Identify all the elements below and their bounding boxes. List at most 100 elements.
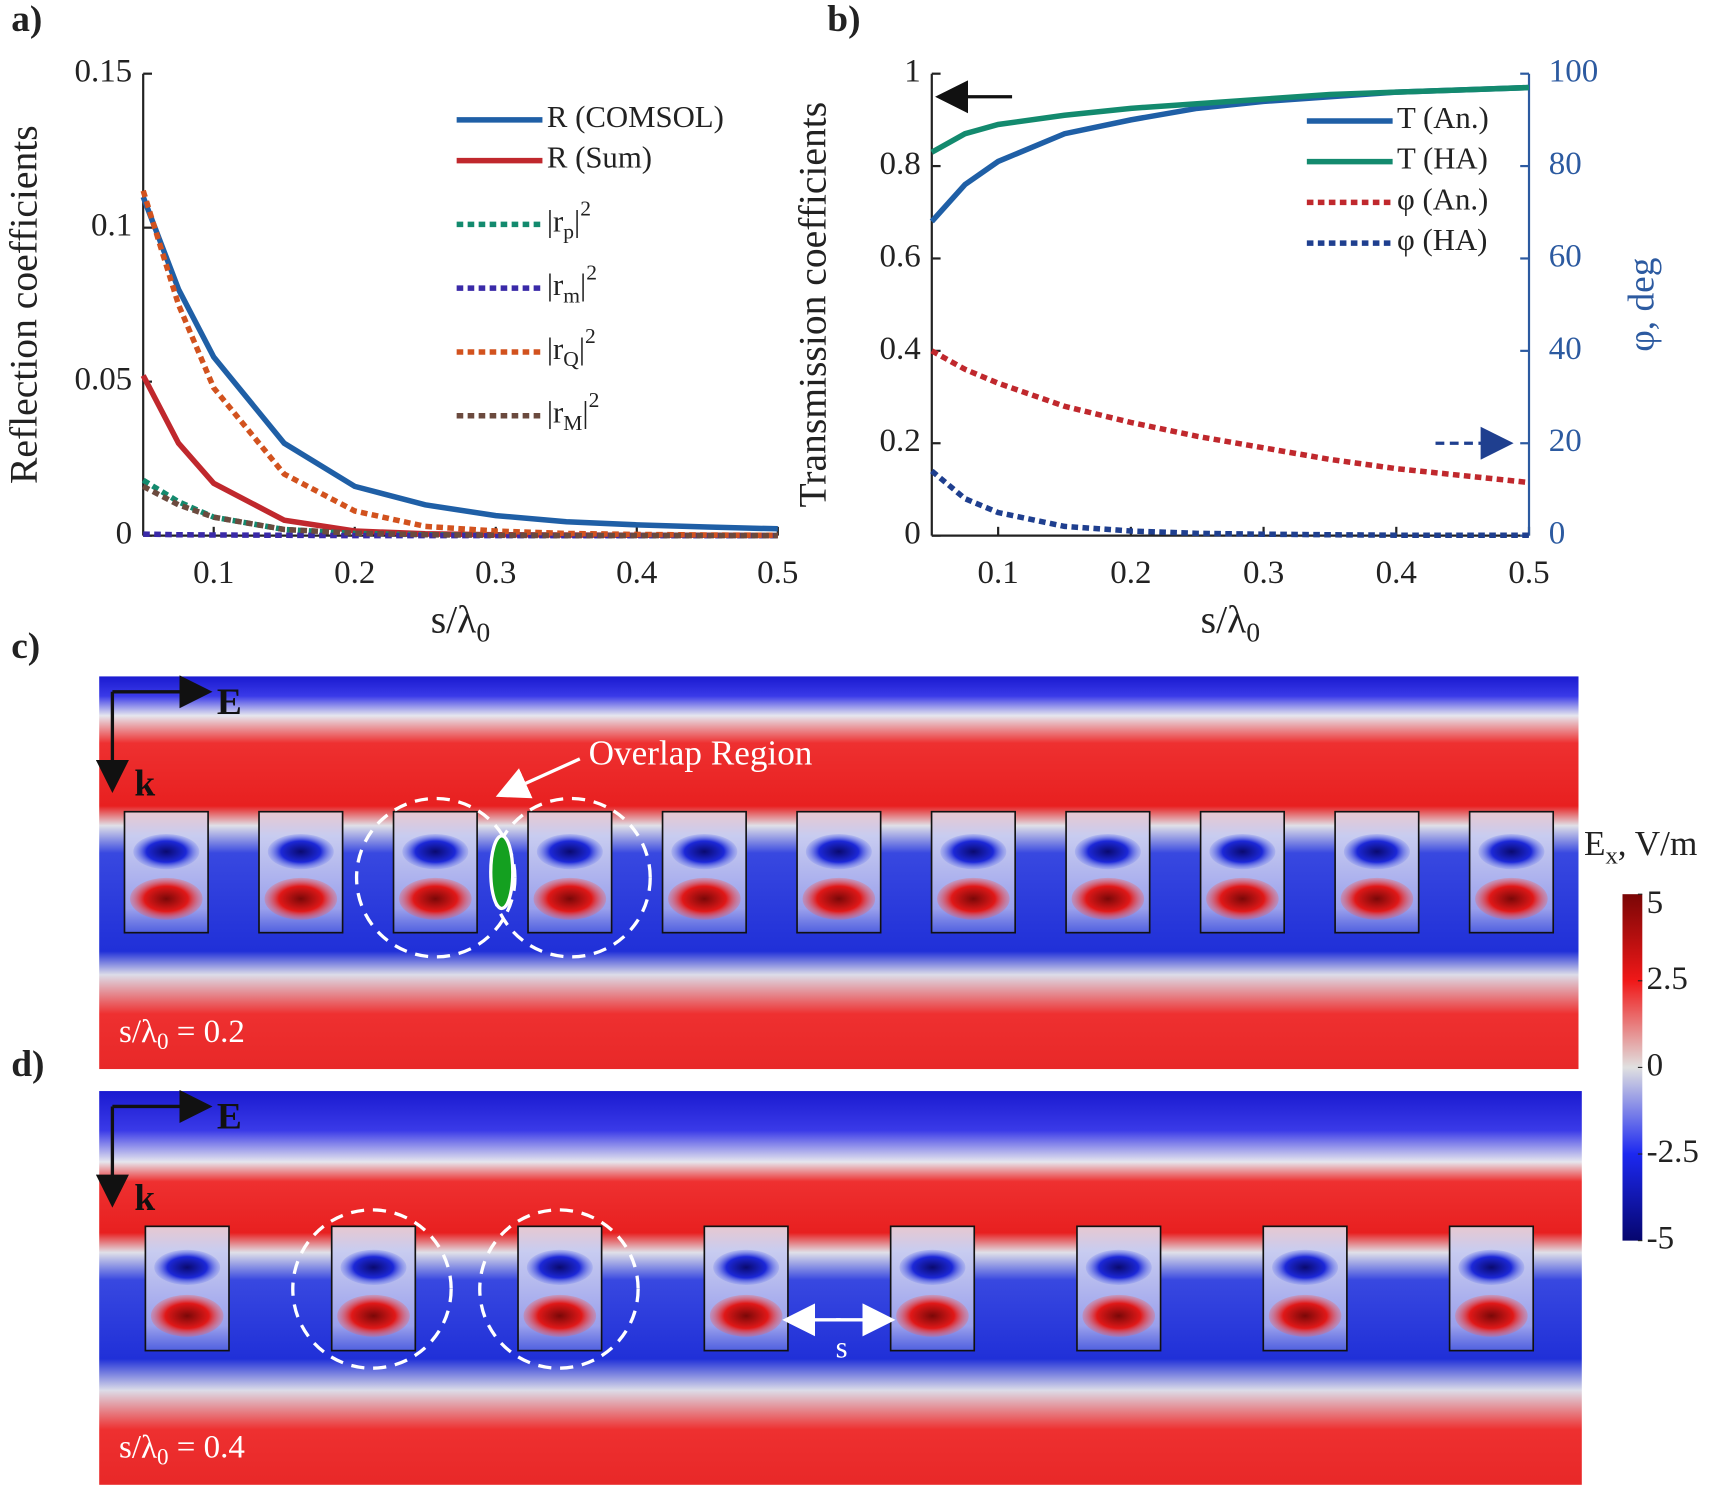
x-tick-label: 0.5 — [757, 555, 798, 591]
field-node — [896, 1294, 969, 1337]
series-line — [140, 189, 778, 539]
y-tick-label: 0.4 — [880, 330, 921, 366]
field-node — [1206, 877, 1279, 920]
x-axis-label: s/λ0 — [431, 598, 490, 648]
field-label: s/λ0 = 0.2 — [119, 1013, 245, 1054]
y-tick-label: 0.8 — [880, 146, 921, 182]
y-axis-label: Reflection coefficients — [2, 125, 46, 484]
field-label: s/λ0 = 0.4 — [119, 1429, 245, 1470]
colorbar-title: Ex, V/m — [1584, 824, 1697, 869]
x-tick-label: 0.2 — [1110, 555, 1151, 591]
k-label: k — [134, 763, 155, 804]
field-node — [1085, 1249, 1152, 1285]
y2-tick-label: 80 — [1549, 146, 1582, 182]
field-node — [671, 834, 738, 870]
field-node — [805, 834, 872, 870]
y-tick-label: 0.6 — [880, 238, 921, 274]
field-node — [1340, 877, 1414, 920]
colorbar-tick-label: 5 — [1647, 885, 1664, 921]
legend-label: |rm|2 — [547, 260, 597, 307]
field-node — [523, 1294, 597, 1337]
legend-label: |rQ|2 — [547, 324, 596, 371]
e-label: E — [217, 1096, 242, 1137]
field-node — [899, 1249, 966, 1285]
y-tick-label: 0.05 — [74, 361, 132, 397]
y-tick-label: 1 — [904, 53, 921, 89]
legend-label: R (Sum) — [547, 141, 652, 175]
y-tick-label: 0.2 — [880, 423, 921, 459]
field-node — [150, 1294, 224, 1337]
y-tick-label: 0.15 — [74, 53, 132, 89]
x-tick-label: 0.5 — [1508, 555, 1549, 591]
spacing-label: s — [836, 1331, 848, 1365]
field-node — [536, 834, 603, 870]
y-tick-label: 0 — [904, 515, 921, 551]
field-node — [668, 877, 741, 920]
field-node — [1272, 1249, 1339, 1285]
field-node — [402, 834, 469, 870]
field-node — [533, 877, 607, 920]
field-node — [709, 1294, 783, 1337]
x-tick-label: 0.1 — [978, 555, 1019, 591]
field-node — [940, 834, 1007, 870]
panel-label: d) — [11, 1043, 44, 1084]
field-node — [340, 1249, 407, 1285]
series-line — [141, 483, 778, 539]
y2-tick-label: 60 — [1549, 238, 1582, 274]
legend-label: T (An.) — [1397, 101, 1489, 135]
overlap — [489, 834, 515, 911]
field-node — [1475, 877, 1548, 920]
field-node — [1082, 1294, 1156, 1337]
legend-label: φ (HA) — [1397, 223, 1487, 257]
field-node — [399, 877, 472, 920]
field-node — [937, 877, 1010, 920]
field-node — [1458, 1249, 1525, 1285]
x-tick-label: 0.1 — [193, 555, 234, 591]
legend-label: φ (An.) — [1397, 182, 1488, 216]
colorbar-tick-label: -5 — [1647, 1220, 1674, 1256]
field-node — [713, 1249, 780, 1285]
y2-axis-label: φ, deg — [1621, 258, 1662, 352]
x-axis-label: s/λ0 — [1201, 598, 1260, 648]
field-node — [1268, 1294, 1342, 1337]
panel-label: c) — [11, 625, 40, 666]
field-node — [1071, 877, 1145, 920]
e-label: E — [217, 682, 242, 723]
y2-tick-label: 40 — [1549, 330, 1582, 366]
x-tick-label: 0.3 — [475, 555, 516, 591]
series-line — [140, 195, 778, 532]
legend-label: |rp|2 — [547, 196, 591, 243]
y-tick-label: 0.1 — [91, 207, 132, 243]
x-tick-label: 0.3 — [1243, 555, 1284, 591]
field-node — [802, 877, 876, 920]
field-node — [337, 1294, 410, 1337]
colorbar-tick-label: -2.5 — [1647, 1134, 1699, 1170]
colorbar — [1622, 894, 1643, 1241]
y2-tick-label: 100 — [1549, 53, 1598, 89]
legend-label: T (HA) — [1397, 142, 1488, 176]
legend-label: |rM|2 — [547, 388, 600, 435]
x-tick-label: 0.4 — [1376, 555, 1417, 591]
highlight — [478, 1208, 640, 1370]
y-axis-label: Transmission coefficients — [790, 102, 834, 508]
field-node — [264, 877, 338, 920]
highlight — [291, 1208, 453, 1370]
series-line — [930, 84, 1530, 155]
field-node — [1074, 834, 1141, 870]
colorbar-tick-label: 0 — [1647, 1047, 1664, 1083]
field-node — [154, 1249, 221, 1285]
x-tick-label: 0.2 — [334, 555, 375, 591]
series-line — [930, 348, 1530, 486]
field-node — [129, 877, 203, 920]
panel-label: b) — [827, 0, 860, 40]
field-node — [133, 834, 200, 870]
colorbar-tick-label: 2.5 — [1647, 960, 1688, 996]
arrow — [495, 757, 581, 799]
y-tick-label: 0 — [116, 515, 133, 551]
field-node — [1209, 834, 1276, 870]
series-line — [930, 468, 1530, 538]
field-node — [267, 834, 334, 870]
field-node — [1455, 1294, 1528, 1337]
field-node — [1478, 834, 1545, 870]
